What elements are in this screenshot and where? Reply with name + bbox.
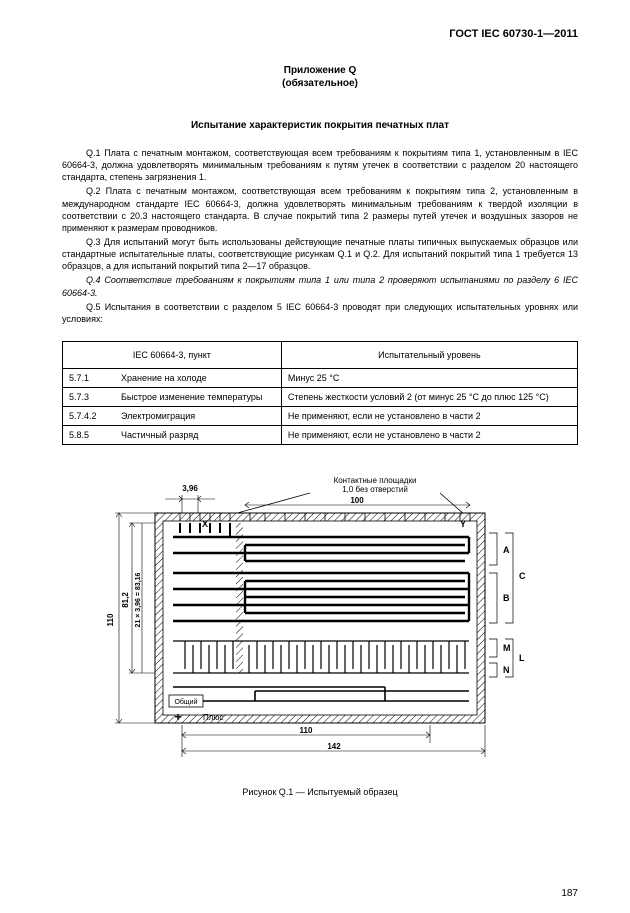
table-row: 5.7.4.2 Электромиграция Не применяют, ес… bbox=[63, 406, 578, 425]
fig-label-m: M bbox=[503, 643, 511, 653]
fig-top-sublabel: 1,0 без отверстий bbox=[342, 485, 408, 494]
annex-title-line2: (обязательное) bbox=[282, 78, 358, 89]
standard-header: ГОСТ IEC 60730-1—2011 bbox=[62, 28, 578, 40]
table-row: 5.8.5 Частичный разряд Не применяют, есл… bbox=[63, 425, 578, 444]
fig-label-b: B bbox=[503, 593, 510, 603]
para-q4: Q.4 Соответствие требованиям к покрытиям… bbox=[62, 274, 578, 298]
cell-level: Степень жесткости условий 2 (от минус 25… bbox=[281, 387, 577, 406]
fig-label-y: Y bbox=[460, 519, 466, 529]
para-q5: Q.5 Испытания в соответствии с разделом … bbox=[62, 301, 578, 325]
para-q3: Q.3 Для испытаний могут быть использован… bbox=[62, 236, 578, 272]
cell-desc: Быстрое изменение температуры bbox=[115, 387, 281, 406]
fig-label-plus: Плюс bbox=[203, 713, 223, 722]
table-row: 5.7.3 Быстрое изменение температуры Степ… bbox=[63, 387, 578, 406]
cell-desc: Электромиграция bbox=[115, 406, 281, 425]
para-q2: Q.2 Плата с печатным монтажом, соответст… bbox=[62, 185, 578, 234]
fig-dim-142: 142 bbox=[327, 742, 341, 751]
cell-desc: Частичный разряд bbox=[115, 425, 281, 444]
test-levels-table: IEC 60664-3, пункт Испытательный уровень… bbox=[62, 341, 578, 445]
section-title: Испытание характеристик покрытия печатны… bbox=[62, 120, 578, 131]
table-header-left: IEC 60664-3, пункт bbox=[63, 341, 282, 368]
cell-clause: 5.7.4.2 bbox=[63, 406, 116, 425]
annex-title: Приложение Q (обязательное) bbox=[62, 64, 578, 90]
table-row: 5.7.1 Хранение на холоде Минус 25 °С bbox=[63, 368, 578, 387]
fig-top-label: Контактные площадки bbox=[334, 476, 417, 485]
cell-level: Не применяют, если не установлено в част… bbox=[281, 406, 577, 425]
table-header-right: Испытательный уровень bbox=[281, 341, 577, 368]
cell-clause: 5.7.3 bbox=[63, 387, 116, 406]
figure-q1: Контактные площадки 1,0 без отверстий 3,… bbox=[62, 473, 578, 797]
fig-label-l: L bbox=[519, 653, 525, 663]
cell-clause: 5.8.5 bbox=[63, 425, 116, 444]
annex-title-line1: Приложение Q bbox=[284, 65, 356, 76]
figure-caption: Рисунок Q.1 — Испытуемый образец bbox=[62, 787, 578, 797]
para-q1: Q.1 Плата с печатным монтажом, соответст… bbox=[62, 147, 578, 183]
cell-level: Минус 25 °С bbox=[281, 368, 577, 387]
plus-icon: + bbox=[174, 710, 181, 724]
fig-dim-eq: 21 × 3,96 = 83,16 bbox=[135, 572, 142, 627]
fig-dim-100: 100 bbox=[350, 496, 364, 505]
fig-label-c: C bbox=[519, 571, 526, 581]
fig-label-a: A bbox=[503, 545, 510, 555]
cell-level: Не применяют, если не установлено в част… bbox=[281, 425, 577, 444]
fig-dim-81-2: 81,2 bbox=[121, 592, 130, 608]
fig-label-n: N bbox=[503, 665, 510, 675]
cell-clause: 5.7.1 bbox=[63, 368, 116, 387]
fig-dim-110b: 110 bbox=[300, 726, 313, 735]
fig-dim-3-96: 3,96 bbox=[182, 484, 198, 493]
page-number: 187 bbox=[561, 888, 578, 899]
fig-dim-110v: 110 bbox=[106, 613, 115, 626]
figure-svg: Контактные площадки 1,0 без отверстий 3,… bbox=[85, 473, 555, 773]
cell-desc: Хранение на холоде bbox=[115, 368, 281, 387]
fig-label-common: Общий bbox=[174, 698, 197, 706]
fig-label-x: X bbox=[202, 519, 208, 529]
